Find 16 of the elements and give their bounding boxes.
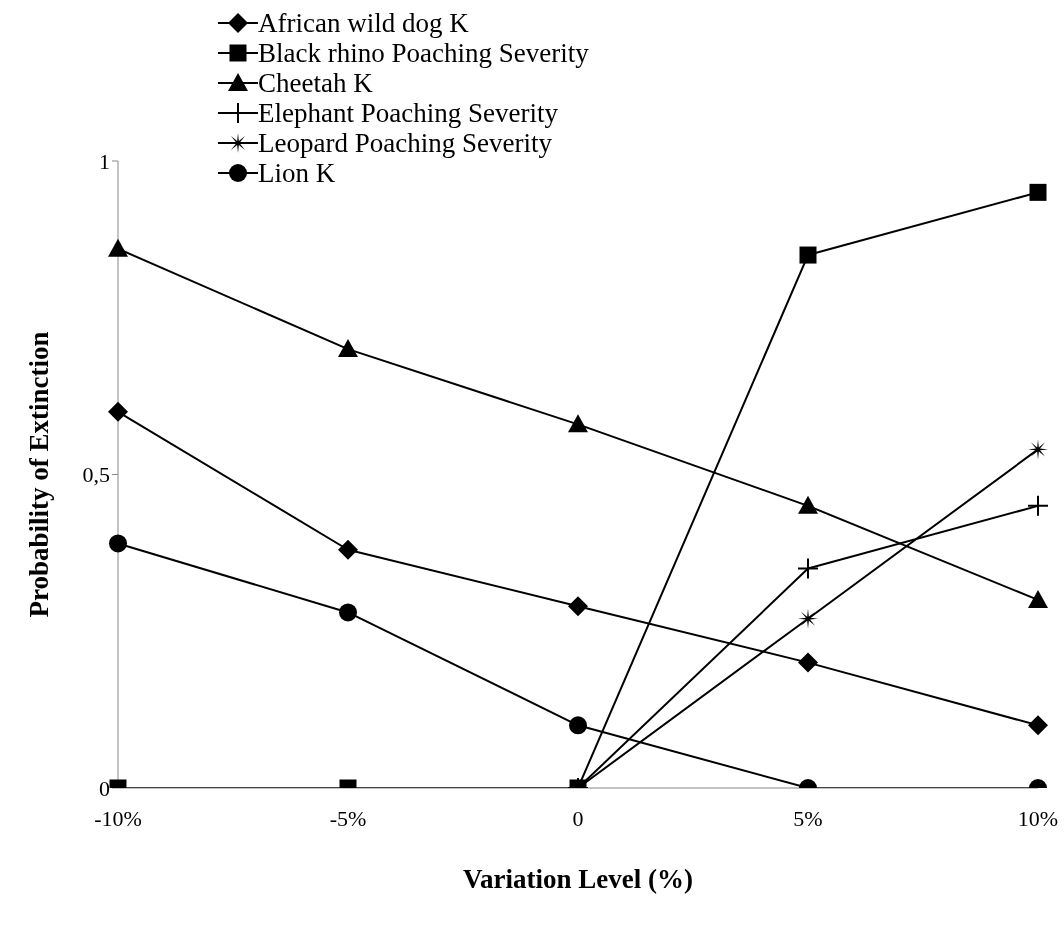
legend-label: Elephant Poaching Severity [258, 98, 558, 128]
legend-label: Leopard Poaching Severity [258, 128, 552, 158]
legend-label: Black rhino Poaching Severity [258, 38, 589, 68]
x-tick-label: 5% [793, 805, 823, 831]
x-tick-label: 10% [1017, 805, 1059, 831]
y-tick-label: 0,5 [82, 462, 110, 488]
y-axis-title: Probability of Extinction [23, 331, 54, 618]
x-axis-title: Variation Level (%) [463, 864, 693, 894]
y-tick-label: 0 [99, 775, 110, 801]
y-tick-label: 1 [99, 148, 110, 174]
legend-label: Cheetah K [258, 68, 373, 98]
x-tick-label: -10% [94, 805, 142, 831]
legend-label: Lion K [258, 158, 336, 188]
x-tick-label: 0 [572, 805, 584, 831]
legend-label: African wild dog K [258, 8, 469, 38]
x-tick-label: -5% [329, 805, 367, 831]
